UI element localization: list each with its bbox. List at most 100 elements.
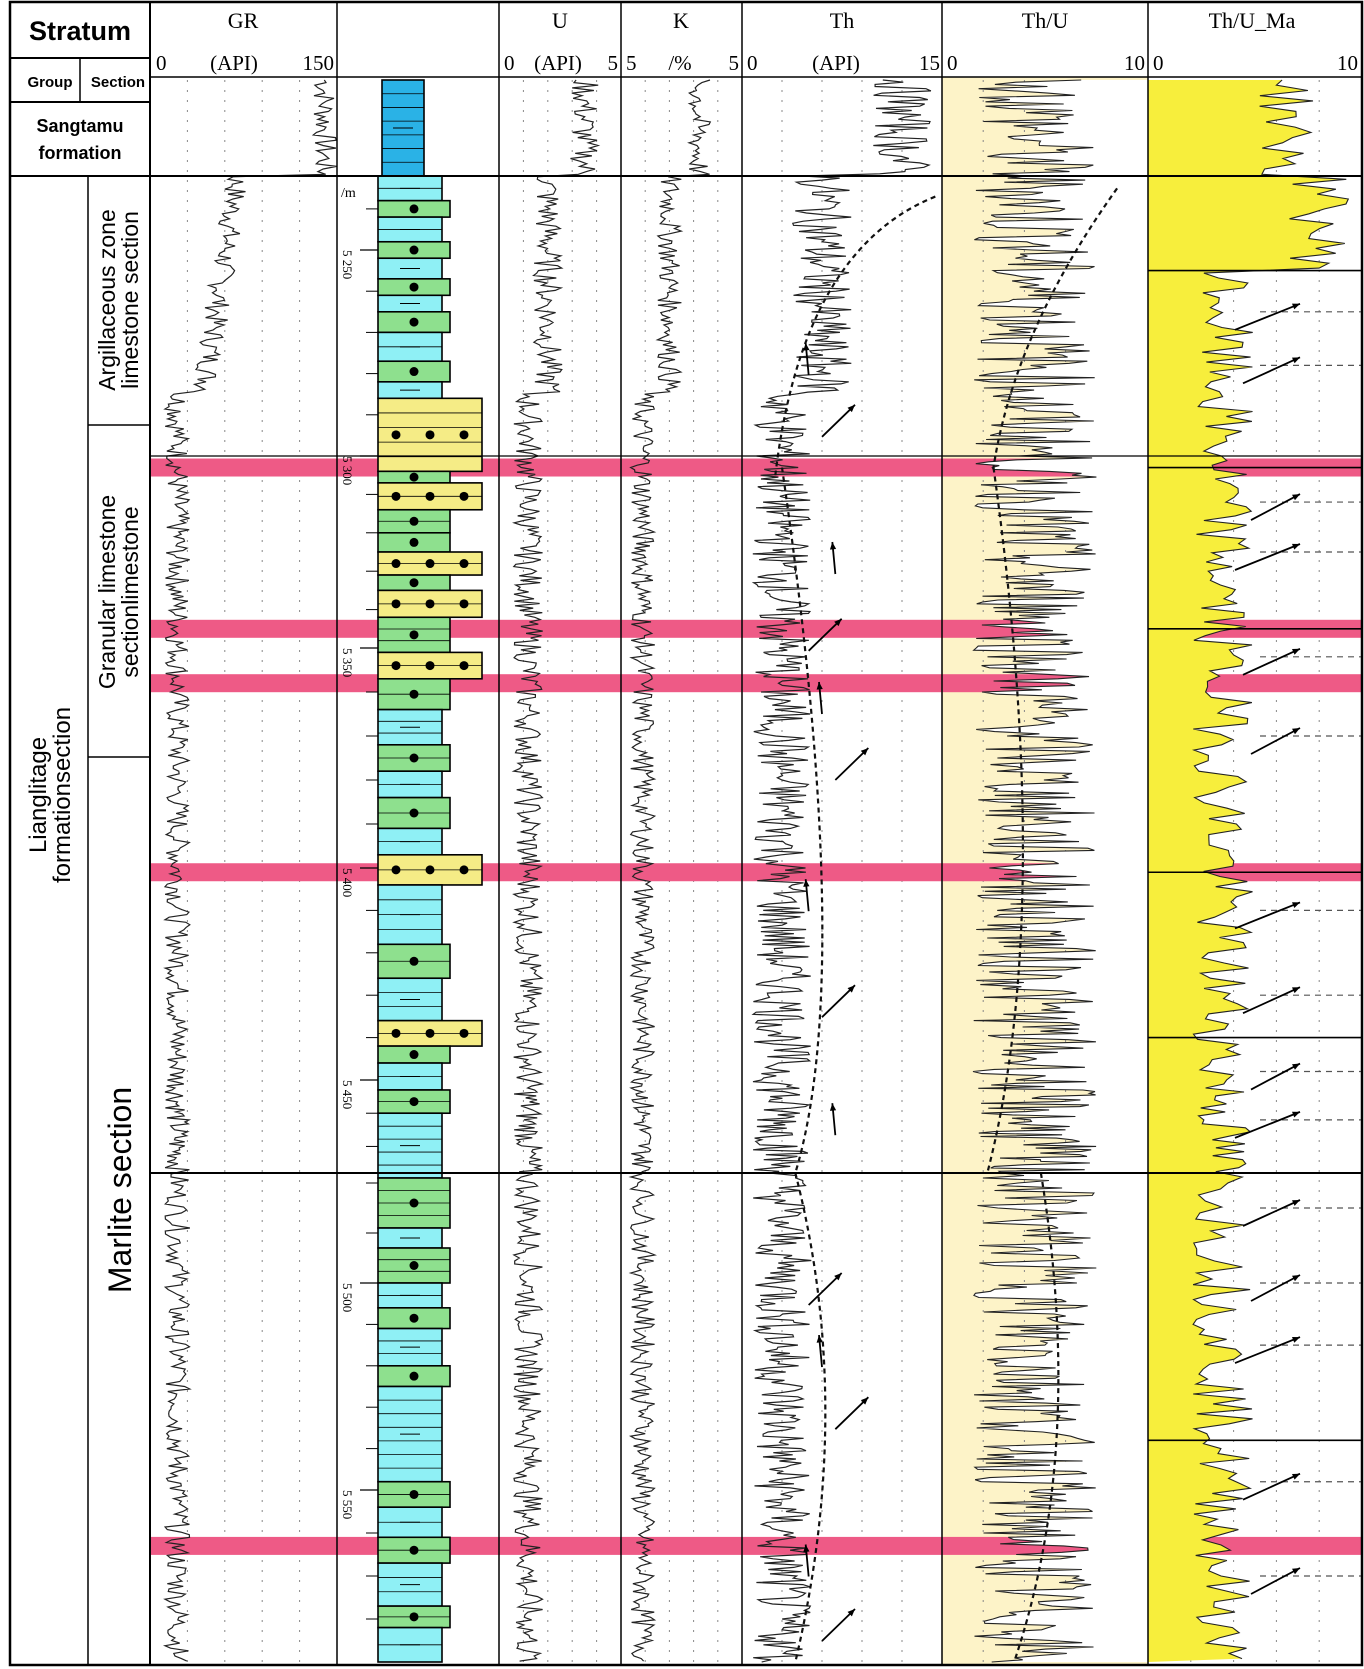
depth-tick-label: 5 250	[340, 250, 355, 279]
gr-curve	[162, 79, 337, 1662]
lithology-grain-dot	[459, 1028, 469, 1038]
lithology-grain-dot	[409, 753, 419, 763]
th-trend-lower	[794, 1172, 827, 1663]
th-cycle-arrow-head	[847, 404, 855, 413]
thuma-cycle-arrow	[1250, 493, 1301, 521]
thuma-cycle-arrow-head	[1292, 1063, 1300, 1070]
thuma-cycle-arrow	[1242, 356, 1301, 385]
section-granular-line1: Granular limestone	[94, 495, 120, 689]
header-frame	[8, 0, 1364, 1667]
thu-trend-lower	[1013, 1172, 1060, 1663]
lithology-grain-dot	[409, 1313, 419, 1323]
thu-track-title: Th/U	[1022, 8, 1069, 33]
lithology-grain-dot	[391, 559, 401, 569]
depth-tick-label: 5 400	[340, 868, 355, 897]
k-axis-max: 5	[729, 51, 740, 75]
u-axis-max: 5	[608, 51, 619, 75]
thuma-cycle-arrow	[1242, 986, 1301, 1015]
k-unit: /%	[668, 51, 691, 75]
thuma-cycle-arrow-head	[1292, 728, 1300, 735]
lithology-grain-dot	[409, 204, 419, 214]
gr-unit: (API)	[210, 51, 258, 75]
thuma-cycle-arrow-head	[1292, 1200, 1300, 1206]
thuma-axis-min: 0	[1153, 51, 1164, 75]
thuma-cycle-arrow-head	[1292, 1473, 1300, 1480]
lithology-grain-dot	[459, 430, 469, 440]
lithology-grain-dot	[409, 516, 419, 526]
u-unit: (API)	[534, 51, 582, 75]
th-track-title: Th	[830, 8, 854, 33]
formation-main-line2: formationsection	[49, 707, 76, 883]
lithology-grain-dot	[425, 559, 435, 569]
thu-axis-max: 10	[1124, 51, 1145, 75]
lithology-grain-dot	[409, 367, 419, 377]
thu-area	[973, 80, 1148, 1662]
th-cycle-arrow-head	[860, 1397, 869, 1405]
thuma-cycle-arrow-head	[1292, 1111, 1300, 1118]
lithology-grain-dot	[425, 599, 435, 609]
lithology-grain-dot	[409, 1050, 419, 1060]
lithology-grain-dot	[409, 578, 419, 588]
section-granular-line2: sectionlimestone	[117, 506, 143, 677]
gr-track-title: GR	[228, 8, 259, 33]
lithology-grain-dot	[459, 559, 469, 569]
thuma-cycle-arrow	[1234, 901, 1301, 930]
lithology-column	[377, 79, 483, 1663]
gr-axis-min: 0	[156, 51, 167, 75]
gr-axis-max: 150	[303, 51, 335, 75]
th-cycle-arrow-head	[829, 542, 837, 550]
thuma-cycle-arrow	[1250, 1062, 1301, 1091]
lithology-grain-dot	[425, 865, 435, 875]
lithology-grain-dot	[409, 282, 419, 292]
group-label: Group	[28, 74, 73, 91]
lithology-grain-dot	[409, 1545, 419, 1555]
thuma-cycle-arrow	[1250, 1274, 1301, 1302]
thuma-cycle-arrow-head	[1292, 1568, 1300, 1575]
th-cycle-arrow-head	[847, 985, 855, 993]
th-cycle-arrow	[834, 747, 869, 781]
lithology-grain-dot	[459, 865, 469, 875]
th-cycle-arrow-head	[860, 748, 869, 756]
lithology-grain-dot	[409, 1489, 419, 1499]
th-cycle-arrow	[834, 1396, 869, 1430]
th-cycle-arrow	[808, 618, 843, 652]
th-cycle-arrow	[821, 984, 856, 1018]
thu-trend-upper	[992, 187, 1118, 468]
thuma-cycle-arrow-head	[1292, 987, 1300, 994]
th-cycle-arrow	[821, 404, 856, 438]
lithology-grain-dot	[409, 956, 419, 966]
thuma-cycle-arrow-head	[1292, 543, 1300, 550]
lithology-grain-dot	[409, 1612, 419, 1622]
lithology-grain-dot	[391, 1028, 401, 1038]
lithology-grain-dot	[425, 661, 435, 671]
depth-unit: /m	[341, 186, 356, 201]
lithology-grain-dot	[425, 430, 435, 440]
k-track-title: K	[673, 8, 689, 33]
thuma-cycle-arrow-head	[1292, 902, 1300, 909]
thuma-cycle-arrow	[1242, 1472, 1301, 1501]
thuma-cycle-arrow	[1234, 543, 1301, 571]
stratum-title: Stratum	[29, 16, 131, 46]
th-cycle-arrow-head	[834, 1273, 842, 1281]
th-cycle-arrow-head	[816, 682, 823, 690]
lithology-grain-dot	[409, 808, 419, 818]
lithology-grain-dot	[391, 865, 401, 875]
formation-top-line1: Sangtamu	[36, 116, 123, 136]
thuma-cycle-arrow	[1234, 302, 1301, 331]
thuma-cycle-arrow-head	[1292, 1336, 1300, 1343]
thuma-cycle-arrow	[1234, 1336, 1301, 1364]
thuma-area	[1148, 80, 1349, 1662]
lithology-grain-dot	[425, 1028, 435, 1038]
lithology-grain-dot	[459, 661, 469, 671]
section-marlite: Marlite section	[102, 1087, 138, 1293]
th-trend-upper	[774, 195, 936, 476]
formation-main-line1: Lianglitage	[25, 737, 52, 853]
th-cycle-arrow-head	[816, 1335, 823, 1343]
th-unit: (API)	[812, 51, 860, 75]
thu-trend-middle	[986, 467, 1025, 1174]
thuma-cycle-arrow	[1234, 1111, 1301, 1139]
lithology-grain-dot	[459, 491, 469, 501]
depth-tick-label: 5 500	[340, 1283, 355, 1312]
thuma-cycle-arrow	[1242, 1199, 1301, 1227]
depth-tick-label: 5 350	[340, 648, 355, 677]
